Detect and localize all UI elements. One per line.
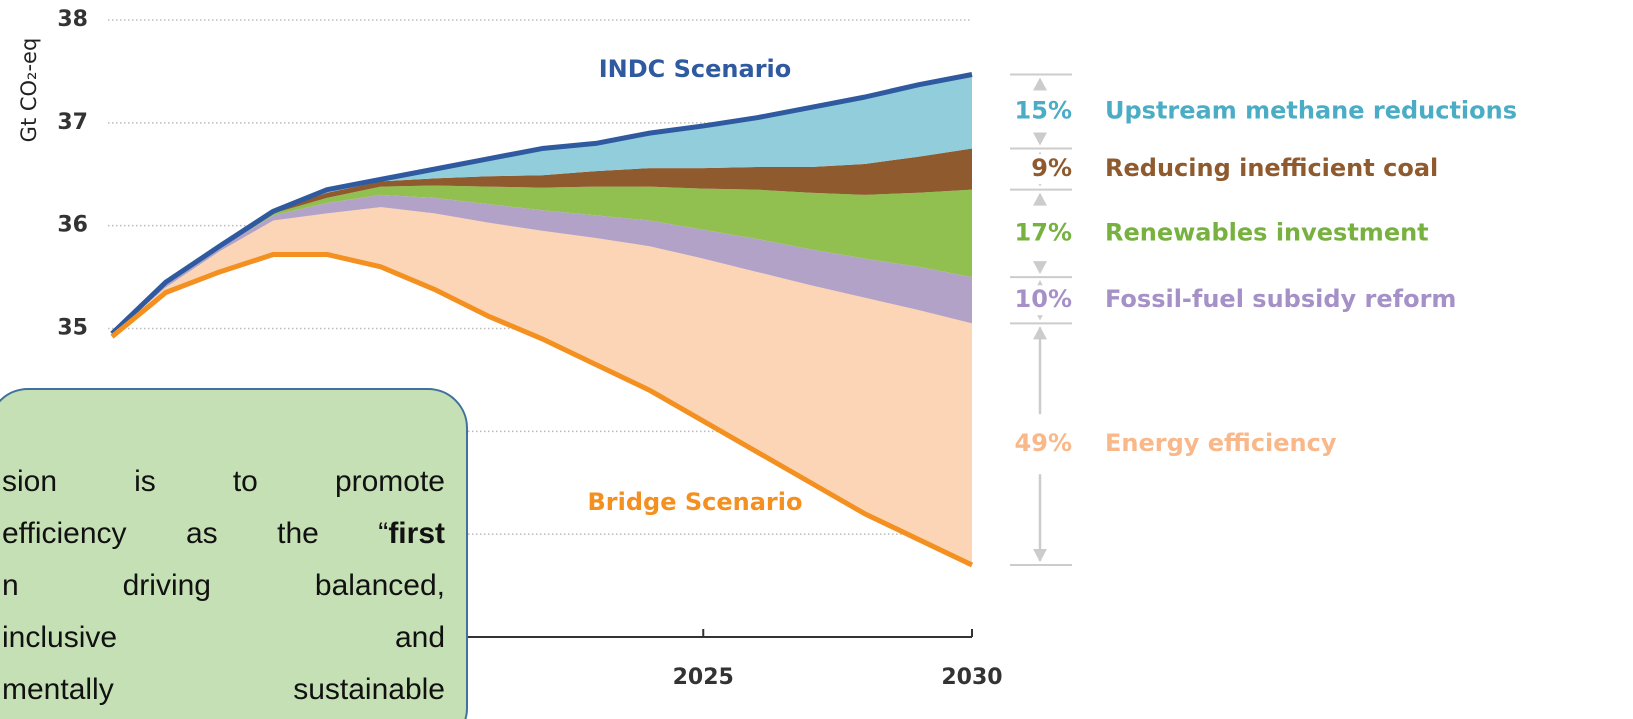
arrow-head bbox=[1033, 261, 1047, 275]
area bbox=[112, 74, 972, 334]
text-line: n driving balanced, bbox=[2, 568, 445, 604]
text-line: mentally sustainable bbox=[2, 672, 445, 708]
y-axis-label: Gt CO₂-eq bbox=[17, 38, 41, 143]
text-line: sion is to promote bbox=[2, 464, 445, 500]
y-tick-label: 37 bbox=[57, 110, 88, 135]
x-tick-label: 2030 bbox=[941, 665, 1002, 690]
text-span: first bbox=[388, 517, 445, 550]
share-label: 10% bbox=[1015, 285, 1072, 313]
text-span: sion is to promote bbox=[2, 465, 445, 498]
label-bg bbox=[1008, 154, 1074, 185]
arrow-head bbox=[1033, 77, 1047, 91]
annotation: Bridge Scenario bbox=[588, 488, 803, 516]
arrow-head bbox=[1033, 549, 1047, 563]
text-line: efficiency as the “first bbox=[2, 516, 445, 552]
text-box: sion is to promote efficiency as the “fir… bbox=[0, 388, 468, 719]
area bbox=[112, 194, 972, 334]
text-span: mentally sustainable bbox=[2, 673, 445, 706]
y-tick-label: 38 bbox=[57, 7, 88, 32]
share-label: 15% bbox=[1015, 97, 1072, 125]
legend-label: Fossil-fuel subsidy reform bbox=[1105, 285, 1456, 313]
legend-label: Energy efficiency bbox=[1105, 429, 1337, 457]
area bbox=[112, 148, 972, 334]
text-span: inclusive and bbox=[2, 621, 445, 654]
arrow-head bbox=[1033, 132, 1047, 146]
arrow-head bbox=[1033, 192, 1047, 206]
label-bg bbox=[1008, 429, 1074, 460]
legend-label: Renewables investment bbox=[1105, 218, 1429, 246]
legend-label: Upstream methane reductions bbox=[1105, 97, 1517, 125]
text-span: n driving balanced, bbox=[2, 569, 445, 602]
area bbox=[112, 207, 972, 566]
annotation: INDC Scenario bbox=[599, 55, 792, 83]
label-bg bbox=[1008, 96, 1074, 127]
text-span: efficiency as the “ bbox=[2, 517, 389, 550]
legend-label: Reducing inefficient coal bbox=[1105, 154, 1438, 182]
bridge-line bbox=[110, 251, 974, 568]
indc-line bbox=[110, 72, 973, 336]
y-tick-label: 36 bbox=[57, 213, 88, 238]
y-tick-label: 35 bbox=[57, 316, 88, 341]
label-bg bbox=[1008, 218, 1074, 249]
share-label: 17% bbox=[1015, 218, 1072, 246]
area bbox=[112, 185, 972, 334]
share-label: 9% bbox=[1031, 154, 1072, 182]
text-line: inclusive and bbox=[2, 620, 445, 656]
x-tick-label: 2025 bbox=[673, 665, 734, 690]
share-label: 49% bbox=[1015, 429, 1072, 457]
label-bg bbox=[1008, 285, 1074, 316]
arrow-head bbox=[1033, 326, 1047, 340]
